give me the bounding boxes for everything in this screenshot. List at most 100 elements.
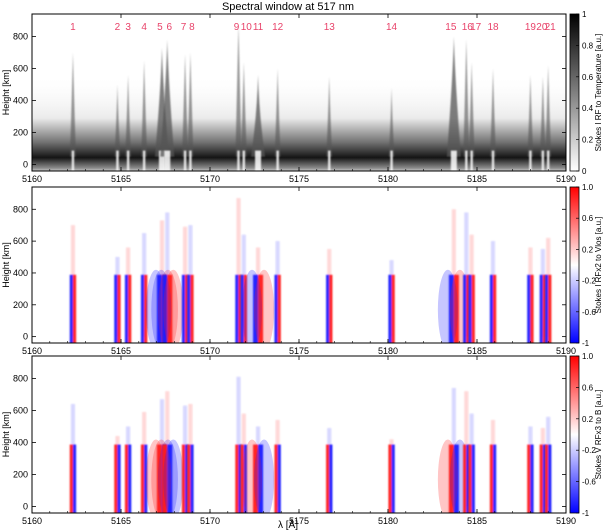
colorbar-tick-label: 0.2: [582, 415, 594, 424]
line-lobe-right: [167, 444, 173, 513]
line-lobe-left: [69, 274, 73, 343]
line-lobe-left: [489, 444, 494, 513]
line-response-17: [468, 413, 475, 513]
y-tick-label: 200: [13, 300, 28, 310]
line-label-18: 18: [487, 22, 499, 33]
y-tick-label: 200: [13, 470, 28, 480]
line-label-20: 20: [536, 22, 548, 33]
wing-left: [242, 269, 263, 343]
line-lobe-left: [468, 274, 472, 343]
line-lobe-left: [124, 274, 129, 343]
line-lobe-right: [530, 444, 534, 513]
line-response-15: [448, 209, 459, 343]
y-axis-label: Height [km]: [1, 242, 11, 288]
line-response-4: [140, 412, 148, 513]
line-lobe-left: [181, 274, 186, 343]
line-response-7: [181, 405, 189, 513]
line-lobe-right: [167, 274, 173, 343]
line-lobe-right: [117, 274, 121, 343]
x-tick-label: 5180: [378, 346, 398, 356]
line-core-notch-14: [390, 150, 393, 171]
line-label-7: 7: [181, 22, 187, 33]
line-response-15: [446, 36, 461, 157]
line-lobe-left: [463, 444, 467, 513]
line-label-10: 10: [241, 22, 253, 33]
line-lobe-right: [117, 444, 121, 513]
heatmap-image: [69, 376, 552, 513]
line-lobe-left: [181, 444, 186, 513]
line-lobe-left: [240, 444, 244, 513]
line-response-9: [235, 376, 242, 513]
line-response-8: [187, 404, 194, 513]
colorbar-tick-label: -0.6: [582, 308, 596, 317]
line-label-12: 12: [272, 22, 284, 33]
line-lobe-right: [238, 274, 242, 343]
line-response-11: [253, 247, 264, 343]
line-label-9: 9: [234, 22, 240, 33]
line-lobe-right: [542, 444, 547, 513]
colorbar-tick-label: 1: [582, 10, 587, 19]
line-core-notch-12: [276, 150, 279, 171]
colorbar-label: Stokes I RFx2 to Vlos [a.u.]: [594, 217, 603, 314]
colorbar-tick-label: -0.6: [582, 478, 596, 487]
line-label-8: 8: [189, 22, 195, 33]
x-tick-label: 5190: [556, 346, 576, 356]
line-response-12: [274, 420, 281, 513]
line-lobe-left: [388, 444, 392, 513]
colorbar-tick-label: 0.4: [582, 104, 594, 113]
line-core-notch-10: [242, 150, 246, 171]
heatmap-image: [32, 25, 566, 171]
wing-left: [151, 439, 172, 513]
line-response-13: [326, 428, 333, 513]
line-lobe-left: [253, 274, 259, 343]
line-response-3: [125, 74, 132, 157]
plot-area: [32, 187, 566, 343]
line-lobe-left: [326, 444, 330, 513]
line-response-8: [187, 52, 194, 157]
wing-left: [151, 269, 172, 343]
line-label-21: 21: [545, 22, 557, 33]
y-axis-label: Height [km]: [1, 70, 11, 116]
line-label-2: 2: [115, 22, 121, 33]
heatmap-image: [69, 198, 552, 343]
line-response-19: [527, 247, 534, 343]
line-response-12: [274, 68, 281, 157]
line-lobe-left: [253, 444, 259, 513]
line-lobe-right: [72, 274, 77, 343]
line-lobe-left: [235, 274, 239, 343]
x-tick-label: 5180: [378, 174, 398, 184]
x-tick-label: 5165: [111, 346, 131, 356]
line-halo: [165, 212, 170, 337]
line-halo: [236, 198, 241, 337]
line-response-19: [527, 74, 534, 157]
line-response-14: [388, 439, 395, 513]
line-response-13: [326, 76, 333, 157]
line-response-3: [124, 426, 132, 513]
line-lobe-right: [277, 274, 281, 343]
line-lobe-left: [388, 274, 392, 343]
line-response-6: [162, 212, 173, 343]
x-tick-label: 5185: [467, 516, 487, 526]
line-halo: [236, 376, 241, 507]
line-label-16: 16: [462, 22, 474, 33]
figure-title: Spectral window at 517 nm: [222, 1, 354, 13]
line-response-18: [490, 68, 497, 157]
wing-right: [163, 439, 184, 513]
line-lobe-left: [545, 444, 549, 513]
wing-left: [242, 439, 263, 513]
y-tick-label: 0: [23, 332, 28, 342]
line-lobe-right: [128, 274, 132, 343]
line-core-notch-21: [547, 150, 550, 171]
line-response-6: [162, 391, 173, 513]
y-tick-label: 600: [13, 63, 28, 73]
x-tick-label: 5175: [289, 174, 309, 184]
line-response-16: [463, 39, 470, 157]
line-core-notch-6: [164, 150, 171, 171]
line-lobe-right: [258, 444, 264, 513]
line-label-14: 14: [386, 22, 398, 33]
colorbar-label: Stokes I RF to Temperature [a.u.]: [594, 34, 603, 152]
line-label-11: 11: [253, 22, 264, 33]
line-lobe-right: [238, 444, 242, 513]
line-response-19: [527, 426, 534, 513]
colorbar-tick-label: -1: [582, 339, 590, 348]
